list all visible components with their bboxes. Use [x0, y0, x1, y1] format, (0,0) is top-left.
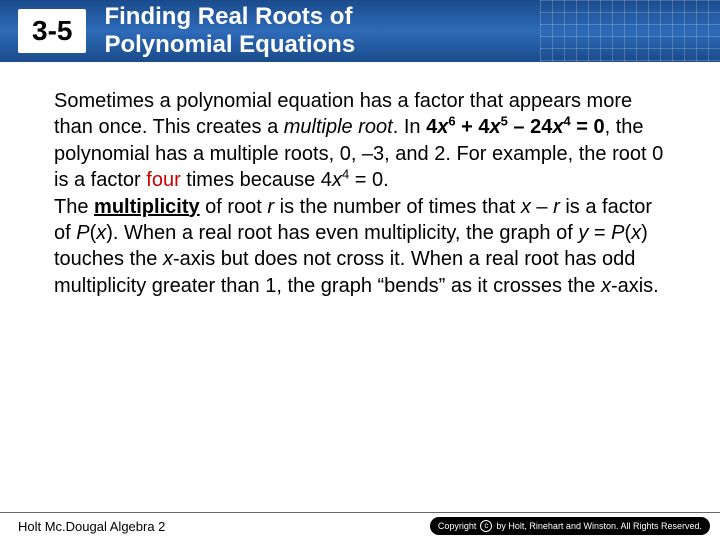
equation-1: 4x6 + 4x5 – 24x4 = 0	[426, 116, 605, 138]
slide-body: Sometimes a polynomial equation has a fa…	[0, 62, 720, 309]
header-grid-decoration	[540, 0, 720, 62]
text: = 0.	[349, 169, 388, 191]
var: x	[552, 116, 563, 138]
lesson-title: Finding Real Roots of Polynomial Equatio…	[104, 3, 355, 58]
var: x	[521, 196, 531, 218]
var: x	[437, 116, 448, 138]
lesson-number-box: 3-5	[18, 9, 86, 53]
var: x	[163, 248, 173, 270]
text: –	[531, 196, 553, 218]
text: -axis.	[611, 275, 659, 297]
var: r	[553, 196, 560, 218]
text: is the number of times that	[274, 196, 521, 218]
text: of root	[200, 196, 268, 218]
text: The	[54, 196, 94, 218]
title-line-2: Polynomial Equations	[104, 31, 355, 58]
term-multiplicity: multiplicity	[94, 196, 200, 218]
copyright-icon: c	[480, 520, 492, 532]
var: y	[578, 222, 588, 244]
text: =	[588, 222, 611, 244]
paragraph-1: Sometimes a polynomial equation has a fa…	[54, 88, 672, 299]
var: P	[76, 222, 89, 244]
exp: 4	[563, 114, 570, 129]
text: times because 4	[181, 169, 332, 191]
slide-header: 3-5 Finding Real Roots of Polynomial Equ…	[0, 0, 720, 62]
text: . In	[393, 116, 426, 138]
slide-footer: Holt Mc.Dougal Algebra 2 Copyright c by …	[0, 512, 720, 540]
exp: 5	[501, 114, 508, 129]
footer-book-title: Holt Mc.Dougal Algebra 2	[18, 519, 165, 534]
var: x	[332, 169, 342, 191]
copyright-label: Copyright	[438, 521, 477, 531]
text: ). When a real root has even multiplicit…	[106, 222, 578, 244]
copyright-badge: Copyright c by Holt, Rinehart and Winsto…	[430, 517, 710, 535]
coef: 4	[426, 116, 437, 138]
var: x	[631, 222, 641, 244]
term-multiple-root: multiple root	[284, 116, 393, 138]
var: x	[96, 222, 106, 244]
exp: 6	[448, 114, 455, 129]
coef: + 4	[456, 116, 490, 138]
coef: – 24	[508, 116, 552, 138]
title-line-1: Finding Real Roots of	[104, 3, 352, 30]
highlight-four: four	[146, 169, 180, 191]
eq-rhs: = 0	[571, 116, 605, 138]
var: x	[601, 275, 611, 297]
var: x	[489, 116, 500, 138]
copyright-text: by Holt, Rinehart and Winston. All Right…	[496, 521, 702, 531]
var: P	[611, 222, 624, 244]
